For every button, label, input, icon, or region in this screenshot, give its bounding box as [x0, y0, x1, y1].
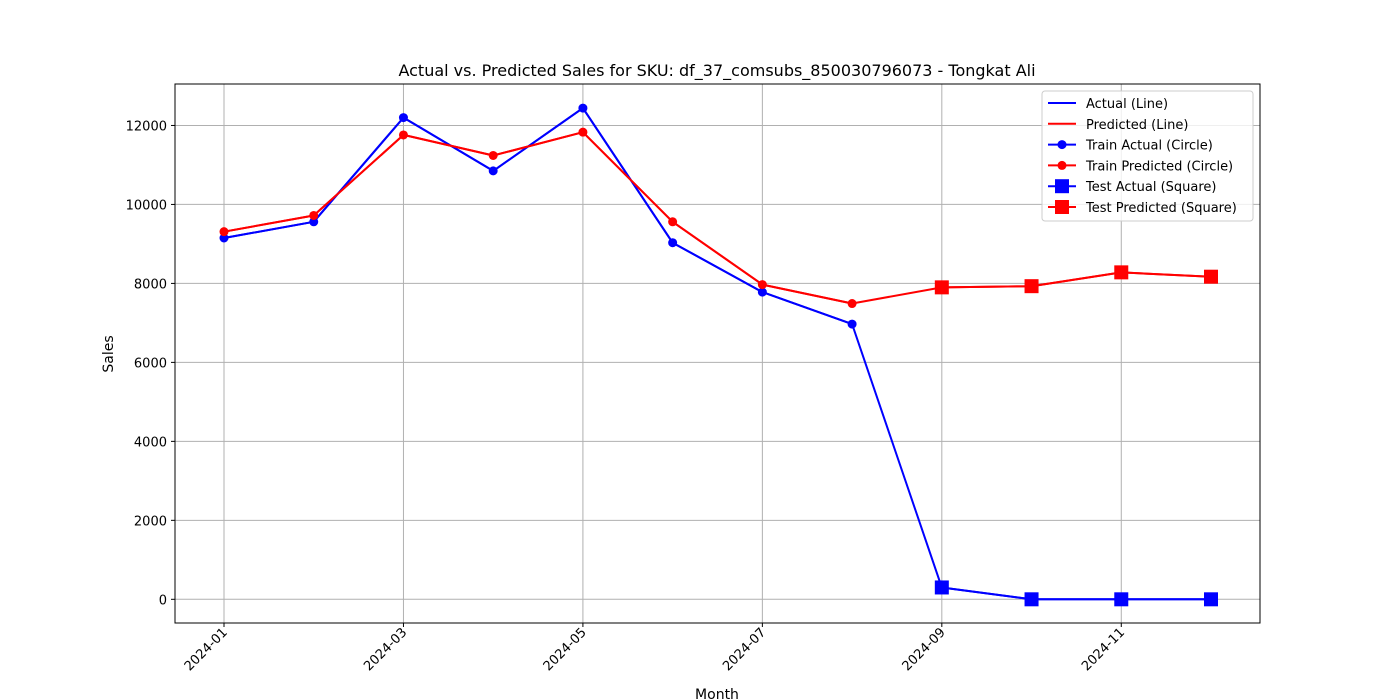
- grid-lines: [175, 84, 1260, 623]
- legend-marker-square: [1055, 200, 1069, 214]
- y-tick-label: 12000: [126, 119, 167, 134]
- series-test-predicted-square: [934, 265, 1218, 295]
- y-tick-label: 2000: [134, 514, 167, 529]
- legend-entry-label: Predicted (Line): [1086, 118, 1188, 133]
- data-point-circle: [847, 299, 857, 309]
- data-point-circle: [578, 103, 588, 113]
- series-line: [941, 586, 1211, 601]
- series-line: [223, 107, 853, 326]
- data-point-square: [1204, 269, 1218, 284]
- legend-marker-circle: [1057, 160, 1067, 170]
- y-axis-label: Sales: [101, 335, 117, 372]
- legend-entry-label: Train Predicted (Circle): [1085, 159, 1233, 174]
- data-point-square: [1024, 592, 1039, 607]
- data-point-square: [1114, 265, 1129, 280]
- data-point-circle: [398, 130, 408, 140]
- data-point-circle: [757, 287, 767, 297]
- data-point-circle: [309, 217, 319, 227]
- chart-title: Actual vs. Predicted Sales for SKU: df_3…: [398, 61, 1035, 81]
- data-point-circle: [668, 217, 678, 227]
- x-axis-label: Month: [695, 687, 739, 700]
- legend-entry-label: Test Actual (Square): [1085, 180, 1217, 195]
- series-layer: [219, 103, 1218, 607]
- y-axis-ticks: 0 2000 4000 6000 8000 10000 12000: [126, 119, 175, 608]
- y-tick-label: 8000: [134, 277, 167, 292]
- data-point-circle: [668, 238, 678, 248]
- data-point-circle: [847, 319, 857, 329]
- series-line: [941, 271, 1212, 289]
- y-tick-label: 10000: [126, 198, 167, 213]
- data-point-square: [1024, 279, 1039, 294]
- data-point-circle: [488, 150, 498, 160]
- data-point-square: [1204, 592, 1218, 607]
- data-point-circle: [578, 127, 588, 137]
- legend-entry-label: Train Actual (Circle): [1085, 139, 1213, 154]
- y-tick-label: 4000: [134, 435, 167, 450]
- data-point-circle: [219, 227, 229, 237]
- data-point-square: [934, 280, 949, 295]
- y-tick-label: 6000: [134, 356, 167, 371]
- data-point-circle: [398, 113, 408, 123]
- legend-box: [1041, 90, 1254, 222]
- legend-entry-label: Actual (Line): [1086, 97, 1168, 112]
- series-train-actual-circle: [219, 103, 857, 329]
- data-point-square: [1114, 592, 1129, 607]
- legend-marker-square: [1055, 179, 1069, 194]
- legend-marker-circle: [1057, 140, 1067, 150]
- legend-entry-label: Test Predicted (Square): [1085, 201, 1237, 216]
- data-point-circle: [757, 280, 767, 290]
- legend: Actual (Line) Predicted (Line) Train Actua…: [1041, 90, 1254, 222]
- series-train-predicted-circle: [219, 127, 857, 309]
- series-test-actual-square: [934, 580, 1218, 607]
- y-tick-label: 0: [159, 593, 167, 608]
- series-line: [223, 131, 853, 305]
- data-point-circle: [219, 233, 229, 243]
- plot-area-frame: [174, 83, 1261, 624]
- data-point-square: [934, 580, 949, 595]
- data-point-circle: [488, 166, 498, 176]
- data-point-circle: [309, 210, 319, 220]
